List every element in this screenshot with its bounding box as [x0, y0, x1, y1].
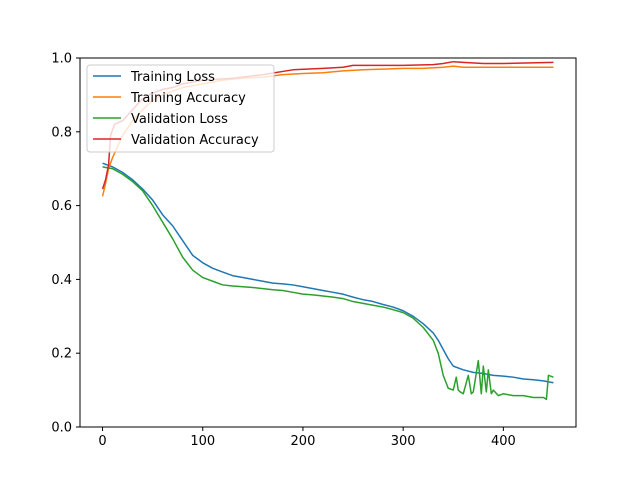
x-tick-label: 0 [98, 434, 106, 449]
x-tick-label: 300 [391, 434, 416, 449]
x-tick-label: 400 [491, 434, 516, 449]
y-tick-label: 0.0 [51, 421, 72, 436]
x-tick-label: 100 [190, 434, 215, 449]
y-tick-label: 0.4 [51, 273, 72, 288]
legend-box [86, 64, 275, 153]
ticks-layer: 0 100 200 300 400 0.0 0.2 0.4 0.6 0.8 1.0 [51, 52, 515, 450]
legend-label-training-loss: Training Loss [130, 70, 215, 85]
x-tick-label: 200 [291, 434, 316, 449]
plot-frame [79, 57, 577, 428]
series-line-validation-loss [102, 166, 554, 401]
y-tick-label: 0.2 [51, 347, 72, 362]
legend-label-validation-accuracy: Validation Accuracy [131, 133, 259, 148]
legend: Training Loss Training Accuracy Validation… [86, 64, 275, 153]
y-tick-label: 0.6 [51, 199, 72, 214]
y-tick-label: 1.0 [51, 52, 72, 67]
series-line-training-loss [102, 162, 554, 384]
legend-label-training-accuracy: Training Accuracy [130, 91, 246, 106]
y-tick-label: 0.8 [51, 125, 72, 140]
legend-label-validation-loss: Validation Loss [131, 112, 228, 127]
